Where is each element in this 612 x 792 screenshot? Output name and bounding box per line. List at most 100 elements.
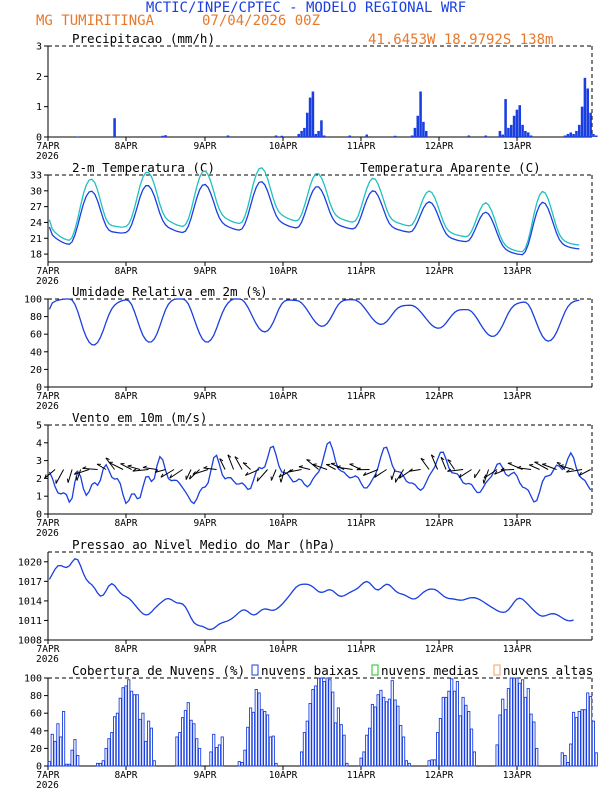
wind-ytick-label: 4: [36, 438, 42, 449]
precip-bar: [575, 130, 578, 137]
clouds-ytick-label: 80: [30, 691, 42, 702]
cloud-bar-0: [393, 699, 397, 767]
cloud-bar-0: [217, 744, 222, 767]
precip-bar: [512, 115, 516, 137]
precip-bar: [592, 133, 595, 137]
wind-arrow-head: [420, 457, 425, 461]
cloud-bar-0: [305, 720, 309, 767]
temp-xtick-label: 11APR: [347, 266, 376, 277]
cloud-bar-0: [107, 738, 111, 767]
wind-arrow-head: [409, 468, 413, 472]
wind-ytick-label: 2: [36, 474, 42, 485]
cloud-bar-0: [189, 719, 193, 767]
rh-xtick-label: 9APR: [194, 391, 217, 402]
cloud-bar-0: [112, 716, 117, 767]
cloud-bar-0: [529, 713, 533, 767]
wind-arrow: [483, 469, 498, 479]
cloud-bar-0: [186, 702, 190, 767]
wind-arrow-head: [374, 473, 377, 478]
cloud-bar-0: [214, 747, 219, 767]
cloud-bar-0: [501, 698, 505, 767]
precip-bar: [569, 132, 573, 137]
cloud-bar-0: [135, 694, 139, 767]
pressure-xtick-label: 13APR: [503, 644, 532, 655]
cloud-legend-swatch: [251, 664, 259, 676]
wind-xtick-label: 13APR: [503, 518, 532, 529]
cloud-bar-0: [246, 726, 250, 767]
clouds-xtick-label: 7APR: [37, 770, 60, 781]
cloud-bar-0: [569, 743, 573, 767]
precip-bar: [416, 115, 420, 137]
cloud-bar-0: [387, 698, 391, 767]
clouds-year-label: 2026: [36, 780, 59, 791]
wind-arrow-head: [203, 466, 208, 469]
cloud-bar-0: [195, 738, 199, 767]
precip-bar: [498, 130, 502, 137]
wind-arrow-head: [66, 478, 69, 483]
wind-arrow: [458, 469, 472, 478]
cloud-bar-0: [512, 677, 516, 767]
wind-arrow: [312, 464, 328, 470]
cloud-bar-0: [183, 710, 188, 767]
wind-arrow: [336, 466, 353, 470]
cloud-legend-swatch: [371, 664, 379, 676]
wind-arrow: [517, 467, 532, 470]
cloud-bar-0: [144, 740, 148, 767]
wind-arrow: [120, 463, 132, 470]
wind-arrow-head: [559, 464, 564, 467]
wind-arrow: [270, 469, 277, 481]
precip-bar: [424, 130, 428, 137]
precip-bar: [274, 135, 278, 137]
wind-arrow-head: [192, 471, 196, 475]
wind-arrow: [105, 457, 115, 470]
cloud-bar-0: [115, 712, 119, 767]
cloud-bar-0: [127, 679, 131, 767]
cloud-bar-0: [274, 762, 278, 767]
wind-xtick-label: 8APR: [115, 518, 138, 529]
temp-xtick-label: 10APR: [269, 266, 298, 277]
cloud-bar-0: [447, 690, 451, 767]
rh-xtick-label: 11APR: [347, 391, 376, 402]
cloud-bar-0: [220, 736, 224, 767]
wind-arrow-head: [75, 476, 78, 481]
clouds-ytick-label: 20: [30, 744, 42, 755]
cloud-bar-0: [146, 720, 151, 767]
pressure-xtick-label: 8APR: [115, 644, 138, 655]
cloud-bar-0: [73, 739, 77, 767]
wind-ytick-label: 3: [36, 456, 42, 467]
wind-arrow: [44, 469, 56, 479]
wind-arrow: [154, 469, 166, 473]
cloud-bar-0: [433, 759, 437, 767]
wind-arrow: [395, 469, 405, 483]
wind-arrow: [280, 469, 286, 483]
wind-arrow-head: [494, 470, 498, 475]
cloud-bar-0: [385, 701, 389, 767]
wind-arrow: [447, 459, 455, 470]
wind-arrow-head: [556, 461, 561, 464]
precip-bar: [509, 124, 513, 137]
cloud-bar-0: [180, 717, 185, 767]
cloud-bar-0: [359, 757, 363, 767]
header-location: MG TUMIRITINGA: [36, 13, 155, 29]
precip-bar: [317, 130, 320, 137]
precip-bar: [365, 134, 369, 137]
cloud-bar-0: [498, 714, 502, 767]
wind-arrow: [169, 469, 183, 479]
pressure-title: Pressao ao Nivel Medio do Mar (hPa): [72, 537, 335, 552]
cloud-bar-0: [175, 736, 179, 767]
cloud-bar-0: [450, 678, 454, 767]
temp-ytick-label: 33: [30, 171, 42, 182]
wind-title: Vento em 10m (m/s): [72, 410, 207, 425]
cloud-bar-0: [317, 677, 321, 767]
cloud-bar-0: [149, 727, 154, 767]
wind-arrow: [534, 461, 549, 470]
wind-xtick-label: 11APR: [347, 518, 376, 529]
cloud-bar-0: [342, 734, 346, 767]
cloud-bar-0: [197, 747, 202, 767]
wind-arrow: [363, 469, 379, 476]
cloud-bar-0: [455, 681, 459, 767]
rh-ytick-label: 80: [30, 312, 42, 323]
precip-xtick-label: 11APR: [347, 141, 376, 152]
cloud-bar-0: [308, 703, 312, 767]
cloud-bar-0: [50, 733, 54, 767]
